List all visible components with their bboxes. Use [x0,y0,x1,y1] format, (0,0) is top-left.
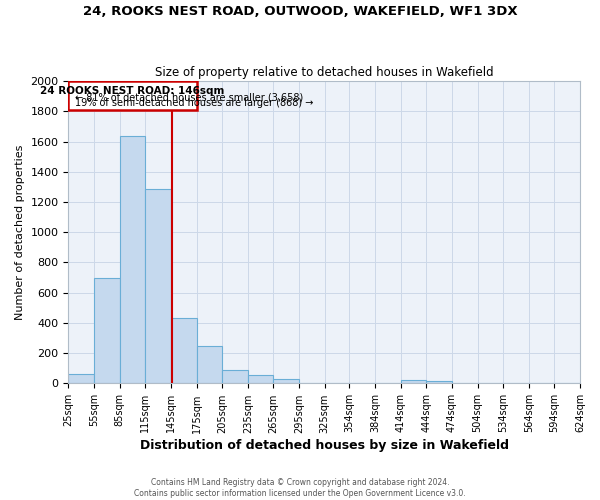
Bar [426,381,452,384]
Y-axis label: Number of detached properties: Number of detached properties [15,144,25,320]
Text: Contains HM Land Registry data © Crown copyright and database right 2024.
Contai: Contains HM Land Registry data © Crown c… [134,478,466,498]
Bar [248,375,274,384]
Bar [452,382,478,384]
Bar [197,346,222,384]
Bar [119,136,145,384]
Bar [94,278,119,384]
Text: 19% of semi-detached houses are larger (868) →: 19% of semi-detached houses are larger (… [75,98,314,108]
Bar [401,380,426,384]
Bar [222,370,248,384]
Text: 24 ROOKS NEST ROAD: 146sqm: 24 ROOKS NEST ROAD: 146sqm [40,86,224,96]
Bar [145,189,171,384]
Bar [274,379,299,384]
Bar [299,382,325,384]
FancyBboxPatch shape [68,81,197,110]
X-axis label: Distribution of detached houses by size in Wakefield: Distribution of detached houses by size … [140,440,509,452]
Bar [171,318,197,384]
Bar [68,374,94,384]
Title: Size of property relative to detached houses in Wakefield: Size of property relative to detached ho… [155,66,494,78]
Text: 24, ROOKS NEST ROAD, OUTWOOD, WAKEFIELD, WF1 3DX: 24, ROOKS NEST ROAD, OUTWOOD, WAKEFIELD,… [83,5,517,18]
Text: ← 81% of detached houses are smaller (3,658): ← 81% of detached houses are smaller (3,… [75,92,304,102]
